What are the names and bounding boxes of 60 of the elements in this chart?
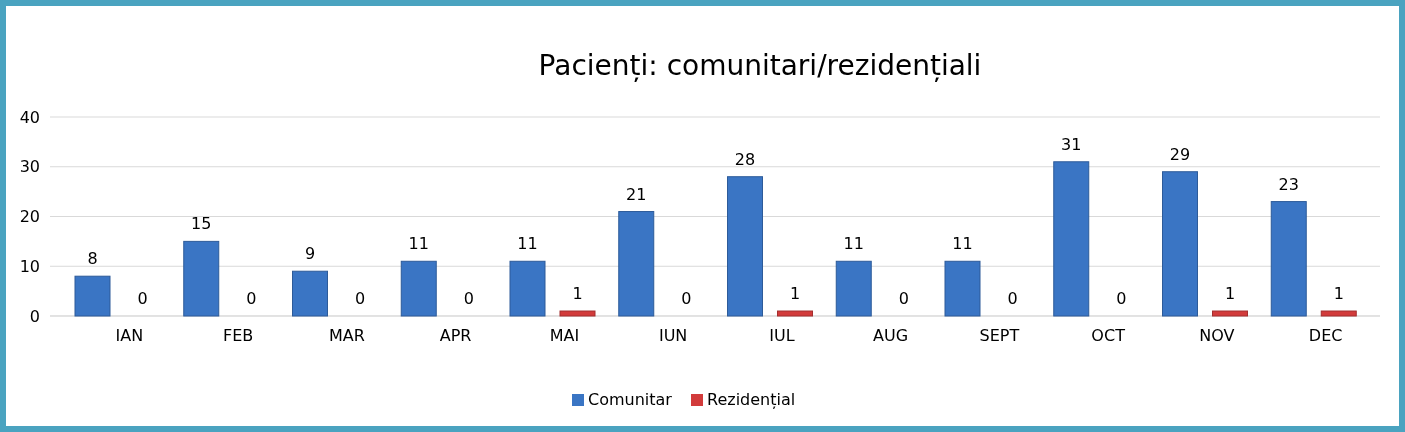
y-tick-label: 0 <box>29 306 40 326</box>
bar <box>183 240 220 317</box>
bar <box>727 176 763 317</box>
bar <box>1162 171 1198 317</box>
data-label: 15 <box>191 214 212 234</box>
data-label: 0 <box>137 289 148 308</box>
y-tick-label: 10 <box>19 256 40 276</box>
data-label: 0 <box>354 289 366 308</box>
data-label: 9 <box>304 244 316 264</box>
data-label: 11 <box>408 234 429 254</box>
y-tick-label: 20 <box>19 207 40 227</box>
data-label: 0 <box>463 289 474 308</box>
bar <box>777 310 813 317</box>
data-label: 29 <box>1169 144 1191 164</box>
data-label: 11 <box>843 234 864 254</box>
legend-label: Rezidențial <box>707 390 796 409</box>
data-label: 21 <box>626 184 647 204</box>
legend-label: Comunitar <box>588 390 673 409</box>
data-label: 11 <box>952 234 973 254</box>
data-label: 0 <box>898 289 909 308</box>
bar <box>292 270 328 317</box>
x-tick-label: IUL <box>769 326 795 346</box>
y-tick-label: 40 <box>19 107 40 127</box>
data-label: 0 <box>246 289 257 308</box>
bar <box>400 260 437 317</box>
chart-title: Pacienți: comunitari/rezidențiali <box>538 49 982 82</box>
data-label: 11 <box>517 234 538 254</box>
data-label: 8 <box>87 249 98 269</box>
data-label: 1 <box>1224 284 1236 304</box>
data-label: 31 <box>1061 134 1082 154</box>
x-tick-label: MAR <box>328 326 365 346</box>
bar <box>1270 201 1307 317</box>
data-label: 1 <box>1333 284 1344 304</box>
bar <box>618 211 655 317</box>
y-tick-label: 30 <box>19 157 40 177</box>
bar <box>559 310 596 317</box>
bar <box>835 260 872 317</box>
data-label: 28 <box>734 149 756 169</box>
data-label: 0 <box>1116 289 1127 308</box>
bar <box>1212 310 1248 317</box>
x-tick-label: MAI <box>549 326 580 346</box>
bar <box>1053 161 1090 317</box>
x-tick-label: IAN <box>115 326 144 346</box>
data-label: 1 <box>572 284 583 304</box>
x-tick-label: OCT <box>1091 326 1126 346</box>
bar <box>944 260 981 317</box>
bar <box>74 275 111 317</box>
x-tick-label: DEC <box>1308 326 1343 346</box>
x-tick-label: FEB <box>222 326 254 346</box>
x-tick-label: IUN <box>658 326 688 346</box>
data-label: 0 <box>1007 289 1018 308</box>
x-tick-label: SEPT <box>979 326 1020 346</box>
bar <box>509 260 546 317</box>
x-tick-label: NOV <box>1199 326 1235 346</box>
bar <box>1320 310 1357 317</box>
data-label: 0 <box>681 289 692 308</box>
data-label: 23 <box>1278 174 1299 194</box>
x-tick-label: APR <box>439 326 472 346</box>
x-tick-label: AUG <box>873 326 909 346</box>
data-label: 1 <box>789 284 801 304</box>
